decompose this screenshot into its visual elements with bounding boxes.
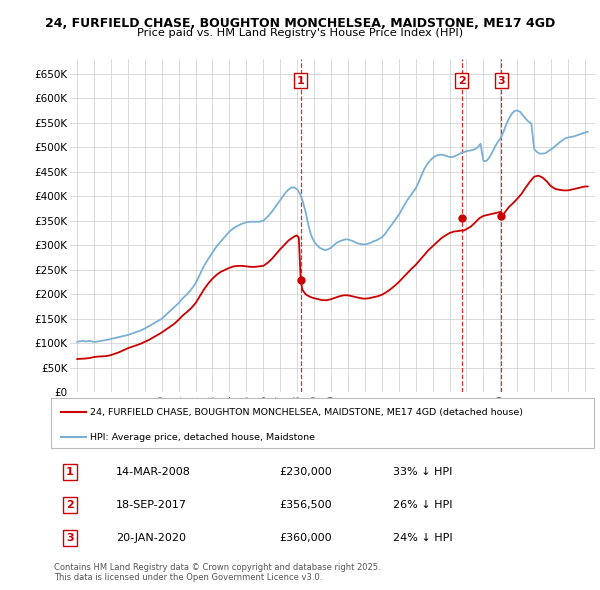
Text: 1: 1 [297,76,305,86]
Text: 33% ↓ HPI: 33% ↓ HPI [393,467,452,477]
Text: 18-SEP-2017: 18-SEP-2017 [116,500,187,510]
Text: 24, FURFIELD CHASE, BOUGHTON MONCHELSEA, MAIDSTONE, ME17 4GD: 24, FURFIELD CHASE, BOUGHTON MONCHELSEA,… [45,17,555,30]
Text: Price paid vs. HM Land Registry's House Price Index (HPI): Price paid vs. HM Land Registry's House … [137,28,463,38]
Text: £356,500: £356,500 [279,500,332,510]
Text: 14-MAR-2008: 14-MAR-2008 [116,467,191,477]
Text: 1: 1 [66,467,74,477]
Text: Contains HM Land Registry data © Crown copyright and database right 2025.
This d: Contains HM Land Registry data © Crown c… [54,563,380,582]
Text: 3: 3 [497,76,505,86]
Text: 24, FURFIELD CHASE, BOUGHTON MONCHELSEA, MAIDSTONE, ME17 4GD (detached house): 24, FURFIELD CHASE, BOUGHTON MONCHELSEA,… [90,408,523,417]
Text: HPI: Average price, detached house, Maidstone: HPI: Average price, detached house, Maid… [90,432,315,441]
Text: 2: 2 [66,500,74,510]
Text: 24% ↓ HPI: 24% ↓ HPI [393,533,453,543]
Text: 20-JAN-2020: 20-JAN-2020 [116,533,186,543]
Text: 26% ↓ HPI: 26% ↓ HPI [393,500,452,510]
Text: £360,000: £360,000 [279,533,332,543]
Text: 3: 3 [66,533,74,543]
Text: 2: 2 [458,76,466,86]
Text: £230,000: £230,000 [279,467,332,477]
